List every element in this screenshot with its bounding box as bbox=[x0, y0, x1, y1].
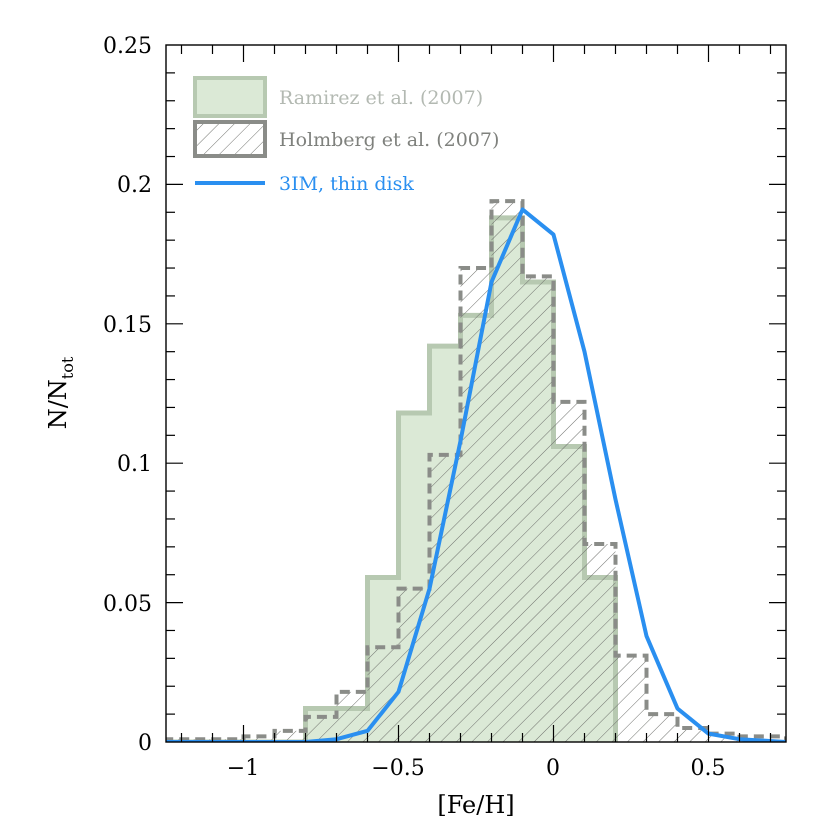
y-tick-label-0: 0 bbox=[138, 731, 152, 756]
series-layer bbox=[166, 199, 786, 742]
y-axis-title-subscript: tot bbox=[58, 356, 77, 379]
legend-label-3im: 3IM, thin disk bbox=[279, 173, 414, 195]
y-axis-title-main: N/N bbox=[44, 379, 72, 429]
x-tick-label-0-5: 0.5 bbox=[691, 756, 726, 781]
y-tick-label-0-15: 0.15 bbox=[103, 313, 152, 338]
legend-swatch-ramirez bbox=[193, 76, 267, 118]
3im-thin-disk-line bbox=[166, 207, 786, 742]
y-tick-label-0-05: 0.05 bbox=[103, 592, 152, 617]
y-tick-label-0-25: 0.25 bbox=[103, 34, 152, 59]
legend-swatch-holmberg bbox=[193, 120, 267, 158]
ticks-layer bbox=[166, 45, 786, 742]
x-tick-label-neg1: −1 bbox=[227, 756, 259, 781]
y-axis-title: N/Ntot bbox=[44, 356, 77, 429]
x-axis-title: [Fe/H] bbox=[437, 791, 514, 819]
x-tick-label-0: 0 bbox=[546, 756, 560, 781]
x-tick-label-neg0-5: −0.5 bbox=[371, 756, 424, 781]
holmberg-histogram-outline bbox=[166, 199, 786, 742]
legend-label-holmberg: Holmberg et al. (2007) bbox=[279, 129, 499, 151]
plot-frame bbox=[165, 44, 787, 743]
holmberg-histogram-hatch bbox=[166, 201, 786, 742]
y-tick-label-0-2: 0.2 bbox=[117, 173, 152, 198]
legend-label-ramirez: Ramirez et al. (2007) bbox=[279, 87, 483, 109]
y-tick-label-0-1: 0.1 bbox=[117, 452, 152, 477]
legend: Ramirez et al. (2007) Holmberg et al. (2… bbox=[193, 76, 499, 195]
